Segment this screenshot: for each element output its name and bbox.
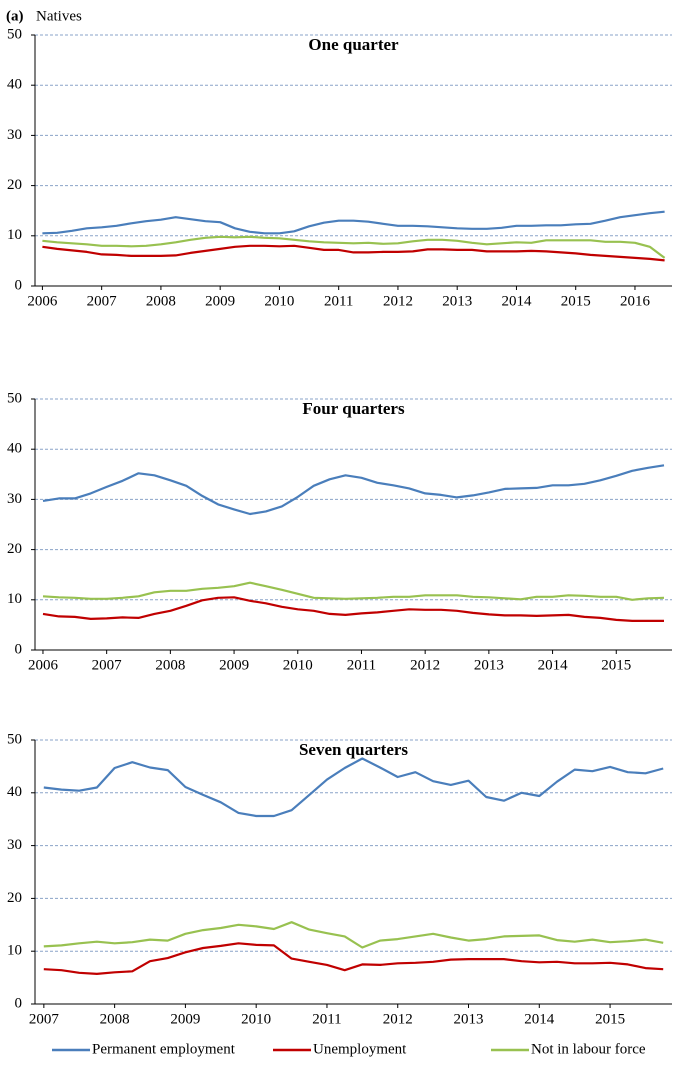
x-tick-label: 2013 [454, 1011, 484, 1027]
data-line [42, 596, 664, 622]
data-line [43, 757, 664, 818]
x-tick-label: 2008 [146, 293, 176, 309]
x-tick-label: 2013 [442, 293, 472, 309]
y-tick-label: 30 [7, 127, 22, 143]
y-tick-label: 0 [15, 277, 23, 293]
x-tick-label: 2016 [620, 293, 651, 309]
x-tick-label: 2010 [283, 657, 313, 673]
x-tick-label: 2008 [100, 1011, 130, 1027]
x-tick-label: 2006 [28, 657, 59, 673]
legend-label: Permanent employment [92, 1041, 236, 1057]
data-line [42, 581, 665, 601]
y-tick-label: 50 [7, 731, 22, 747]
data-line [43, 921, 664, 949]
y-tick-label: 20 [7, 890, 22, 906]
x-tick-label: 2015 [561, 293, 591, 309]
y-tick-label: 10 [7, 227, 22, 243]
x-tick-label: 2011 [324, 293, 353, 309]
x-tick-label: 2014 [538, 657, 569, 673]
x-tick-label: 2014 [524, 1011, 555, 1027]
y-tick-label: 40 [7, 77, 22, 93]
x-tick-label: 2009 [205, 293, 235, 309]
y-tick-label: 30 [7, 837, 22, 853]
data-line [43, 942, 664, 975]
data-line [42, 235, 666, 259]
x-tick-label: 2013 [474, 657, 504, 673]
x-tick-label: 2009 [219, 657, 249, 673]
y-tick-label: 20 [7, 541, 22, 557]
x-tick-label: 2007 [29, 1011, 60, 1027]
x-tick-label: 2010 [241, 1011, 271, 1027]
y-tick-label: 0 [15, 995, 23, 1011]
x-tick-label: 2015 [595, 1011, 625, 1027]
y-tick-label: 40 [7, 784, 22, 800]
y-tick-label: 30 [7, 491, 22, 507]
x-tick-label: 2007 [92, 657, 123, 673]
x-tick-label: 2014 [501, 293, 532, 309]
chart-title: Four quarters [302, 399, 405, 418]
data-line [42, 464, 665, 516]
x-tick-label: 2012 [410, 657, 440, 673]
y-tick-label: 20 [7, 177, 22, 193]
y-tick-label: 10 [7, 591, 22, 607]
x-tick-label: 2007 [87, 293, 118, 309]
y-tick-label: 50 [7, 390, 22, 406]
x-tick-label: 2008 [155, 657, 185, 673]
y-tick-label: 10 [7, 943, 22, 959]
figure-title: Natives [36, 8, 82, 24]
data-line [42, 210, 665, 235]
x-tick-label: 2011 [312, 1011, 341, 1027]
x-tick-label: 2015 [601, 657, 631, 673]
y-tick-label: 0 [15, 641, 23, 657]
y-tick-label: 40 [7, 441, 22, 457]
chart-title: Seven quarters [299, 740, 408, 759]
chart-title: One quarter [308, 35, 399, 54]
x-tick-label: 2011 [347, 657, 376, 673]
x-tick-label: 2012 [383, 1011, 413, 1027]
x-tick-label: 2006 [27, 293, 58, 309]
x-tick-label: 2010 [264, 293, 294, 309]
legend-label: Unemployment [313, 1041, 407, 1057]
y-tick-label: 50 [7, 26, 22, 42]
figure-label: (a) [6, 8, 24, 24]
x-tick-label: 2009 [170, 1011, 200, 1027]
x-tick-label: 2012 [383, 293, 413, 309]
legend-label: Not in labour force [531, 1041, 646, 1057]
data-line [42, 244, 665, 262]
